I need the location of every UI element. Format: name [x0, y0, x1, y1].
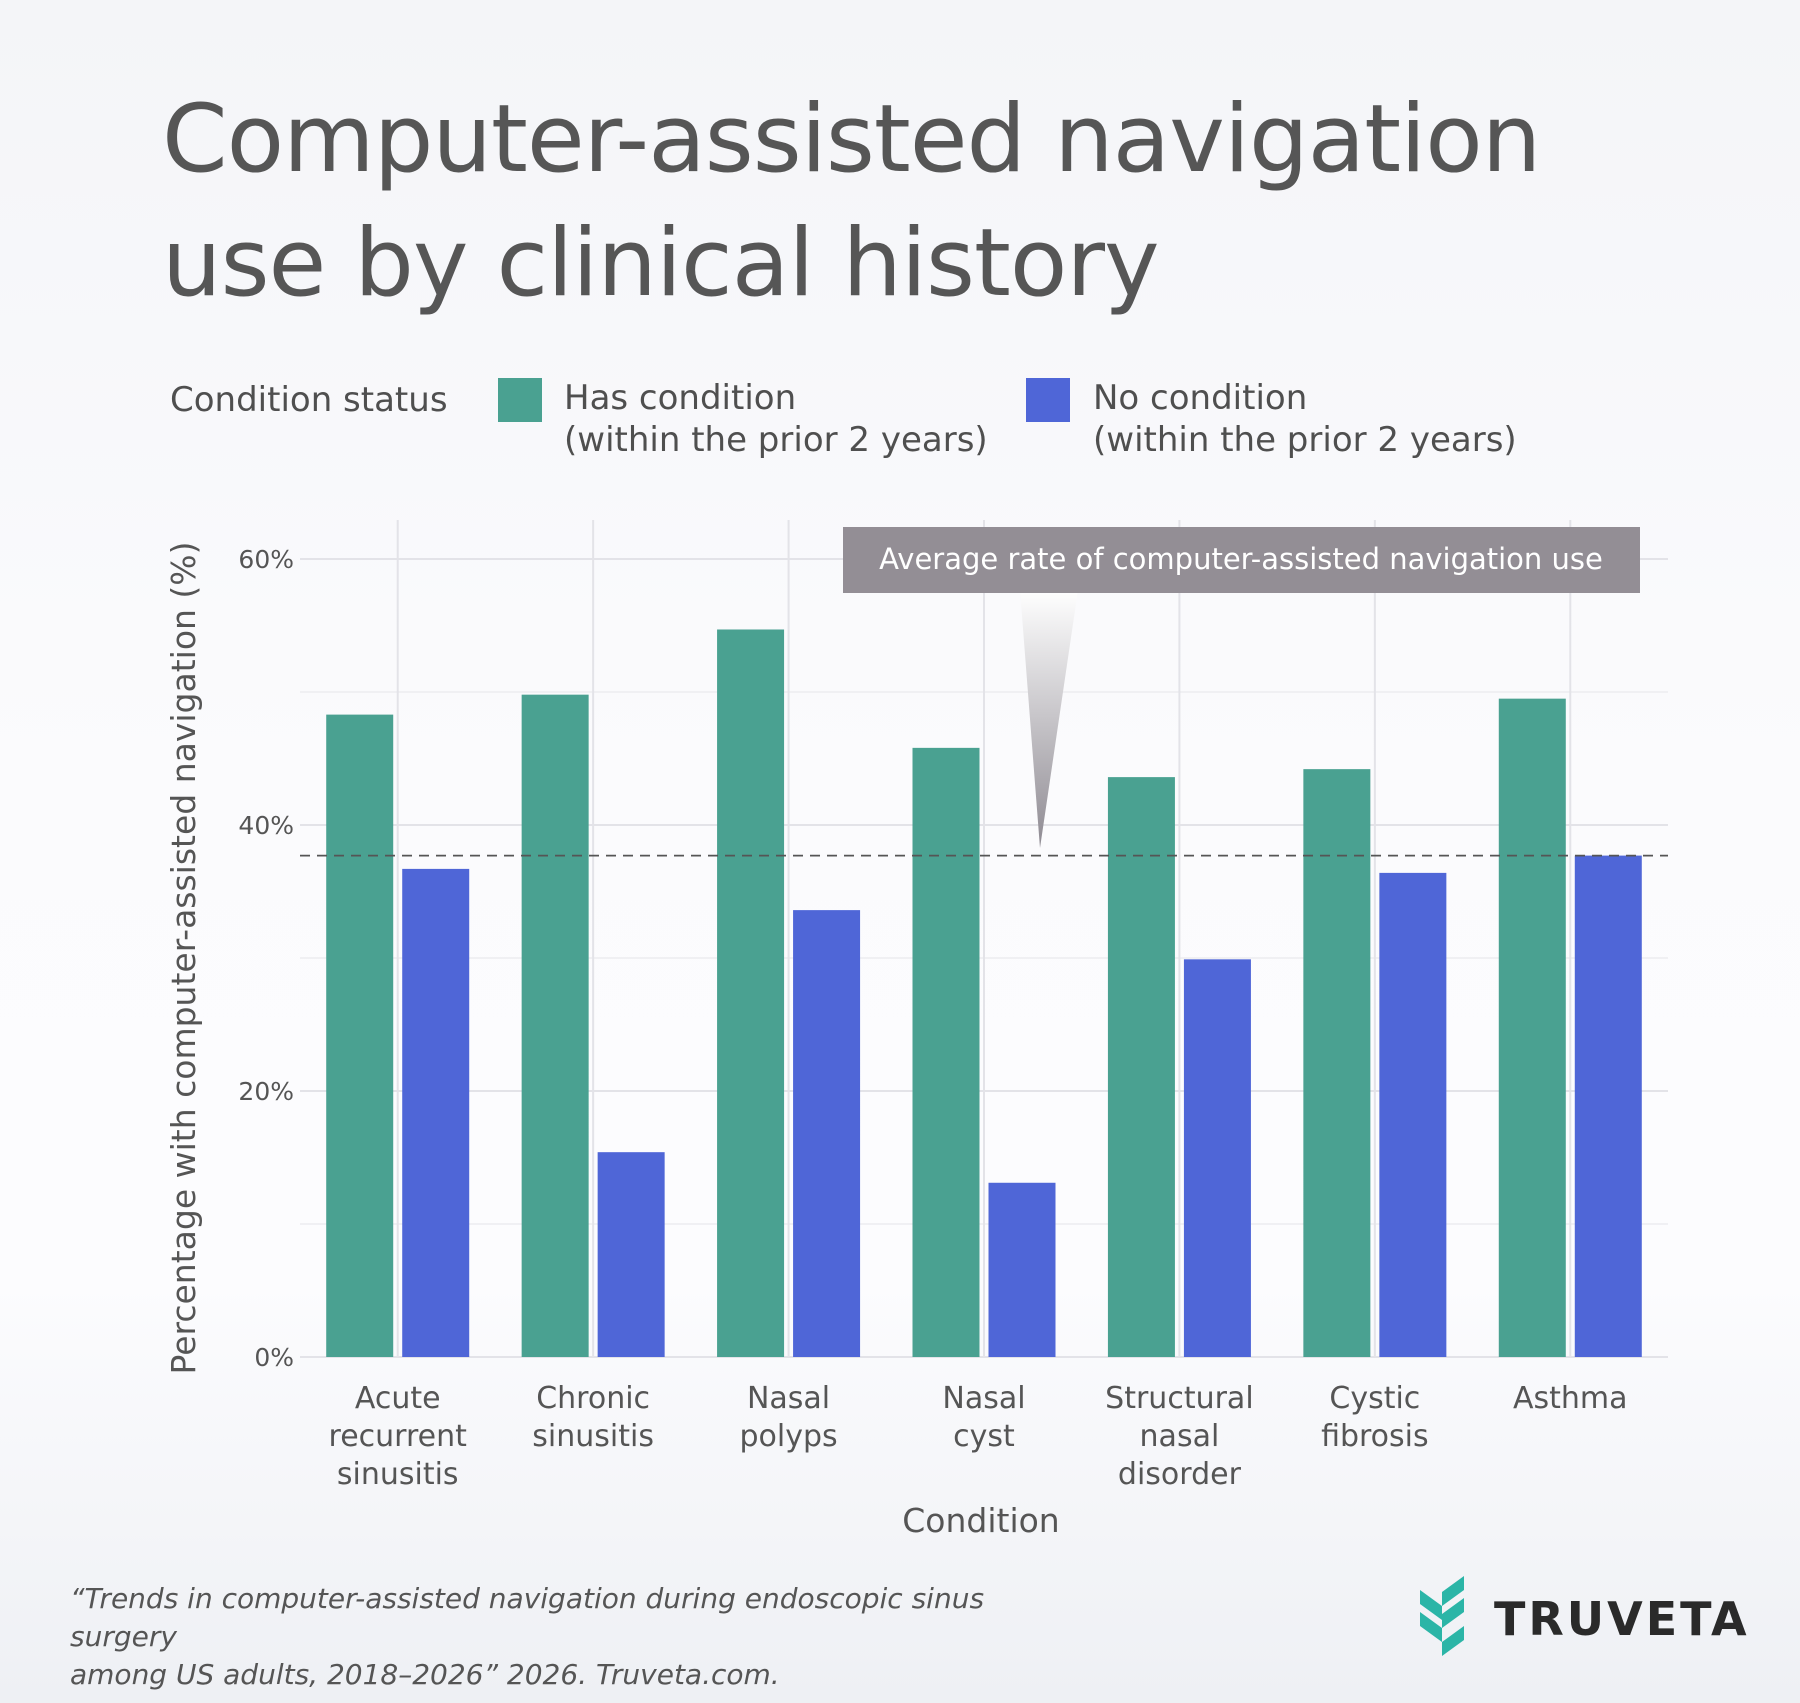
legend-label-no-condition-line1: No condition	[1093, 378, 1308, 418]
annotation-text: Average rate of computer-assisted naviga…	[879, 542, 1603, 576]
bar-no-condition	[988, 1182, 1056, 1357]
x-tick-label: Chronic sinusitis	[532, 1381, 654, 1454]
legend-label-has-condition: Has condition (within the prior 2 years)	[564, 377, 988, 461]
bar-has-condition	[1303, 769, 1371, 1357]
y-tick-label: 0%	[254, 1343, 294, 1372]
x-tick-label: Structural nasal disorder	[1105, 1381, 1253, 1492]
citation-line-1: “Trends in computer-assisted navigation …	[70, 1582, 985, 1653]
bar-no-condition	[402, 868, 470, 1357]
x-tick-label: Acute recurrent sinusitis	[329, 1381, 468, 1492]
legend-label-no-condition: No condition (within the prior 2 years)	[1093, 377, 1517, 461]
annotation-pointer	[1020, 590, 1078, 848]
legend-label-has-condition-line2: (within the prior 2 years)	[564, 420, 988, 460]
bar-has-condition	[717, 629, 785, 1357]
citation: “Trends in computer-assisted navigation …	[70, 1580, 1070, 1694]
bar-no-condition	[793, 910, 861, 1357]
bar-no-condition	[1379, 872, 1447, 1357]
bar-has-condition	[912, 747, 980, 1357]
bar-no-condition	[1183, 959, 1251, 1357]
title-line-2: use by clinical history	[162, 209, 1160, 318]
citation-line-2: among US adults, 2018–2026” 2026. Truvet…	[70, 1658, 780, 1691]
legend-label-no-condition-line2: (within the prior 2 years)	[1093, 420, 1517, 460]
brand-name: TRUVETA	[1494, 1592, 1750, 1646]
x-axis-title: Condition	[902, 1501, 1059, 1540]
annotation-box	[843, 527, 1640, 593]
legend-swatch-no-condition	[1026, 378, 1070, 422]
y-tick-label: 20%	[238, 1077, 294, 1106]
y-axis-title: Percentage with computer-assisted naviga…	[164, 541, 203, 1374]
legend-title: Condition status	[170, 380, 448, 420]
y-tick-label: 60%	[238, 545, 294, 574]
bar-no-condition	[1574, 855, 1642, 1357]
bar-has-condition	[521, 694, 589, 1357]
bar-has-condition	[1498, 698, 1566, 1357]
x-tick-label: Asthma	[1513, 1381, 1628, 1416]
legend-swatch-has-condition	[498, 378, 542, 422]
bar-has-condition	[326, 714, 394, 1357]
bar-has-condition	[1107, 777, 1175, 1357]
y-tick-label: 40%	[238, 811, 294, 840]
legend-label-has-condition-line1: Has condition	[564, 378, 797, 418]
chart-title: Computer-assisted navigation use by clin…	[162, 78, 1662, 326]
x-tick-label: Nasal cyst	[942, 1381, 1025, 1454]
x-tick-label: Nasal polyps	[739, 1381, 837, 1454]
x-tick-label: Cystic fibrosis	[1321, 1381, 1429, 1454]
truveta-logo-icon	[1420, 1576, 1464, 1656]
title-line-1: Computer-assisted navigation	[162, 85, 1541, 194]
bar-no-condition	[597, 1152, 665, 1357]
